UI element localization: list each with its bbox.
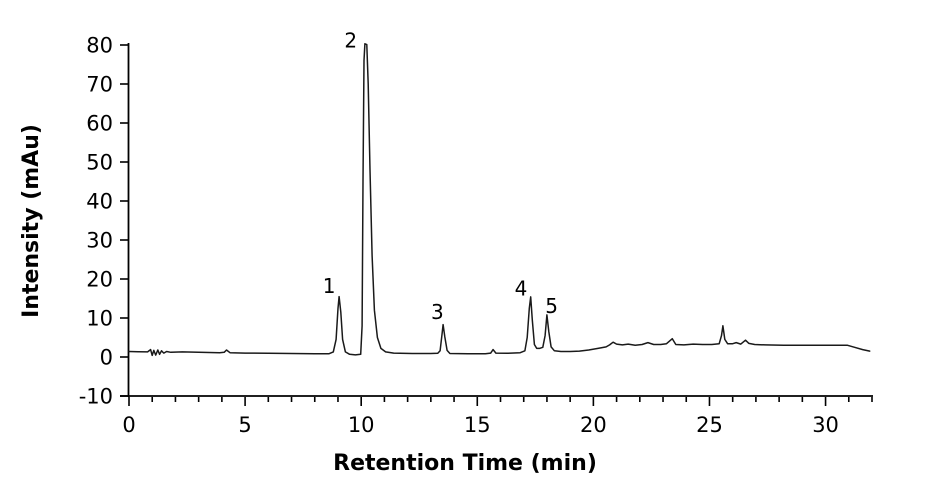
x-tick-label: 25 — [696, 413, 723, 437]
y-tick-label: 40 — [86, 190, 113, 214]
peak-label-2: 2 — [344, 28, 357, 52]
y-tick-label: 20 — [86, 268, 113, 292]
x-tick-label: 5 — [238, 413, 251, 437]
y-tick-label: 0 — [100, 346, 113, 370]
peak-label-4: 4 — [515, 276, 528, 300]
peak-label-1: 1 — [323, 274, 336, 298]
chromatogram-trace — [128, 43, 871, 357]
x-tick-label: 30 — [812, 413, 839, 437]
x-tick-label: 10 — [348, 413, 375, 437]
y-tick-label: 30 — [86, 229, 113, 253]
x-tick-label: 0 — [122, 413, 135, 437]
y-tick-label: 80 — [86, 34, 113, 58]
y-tick-label: 10 — [86, 307, 113, 331]
y-tick-label: 70 — [86, 73, 113, 97]
x-tick-label: 20 — [580, 413, 607, 437]
y-tick-label: 60 — [86, 112, 113, 136]
y-axis-title: Intensity (mAu) — [19, 124, 44, 318]
y-tick-label: -10 — [79, 385, 113, 409]
x-tick-label: 15 — [464, 413, 491, 437]
y-tick-label: 50 — [86, 151, 113, 175]
x-axis-title: Retention Time (min) — [333, 451, 597, 476]
peak-label-5: 5 — [545, 294, 558, 318]
peak-label-3: 3 — [431, 300, 444, 324]
